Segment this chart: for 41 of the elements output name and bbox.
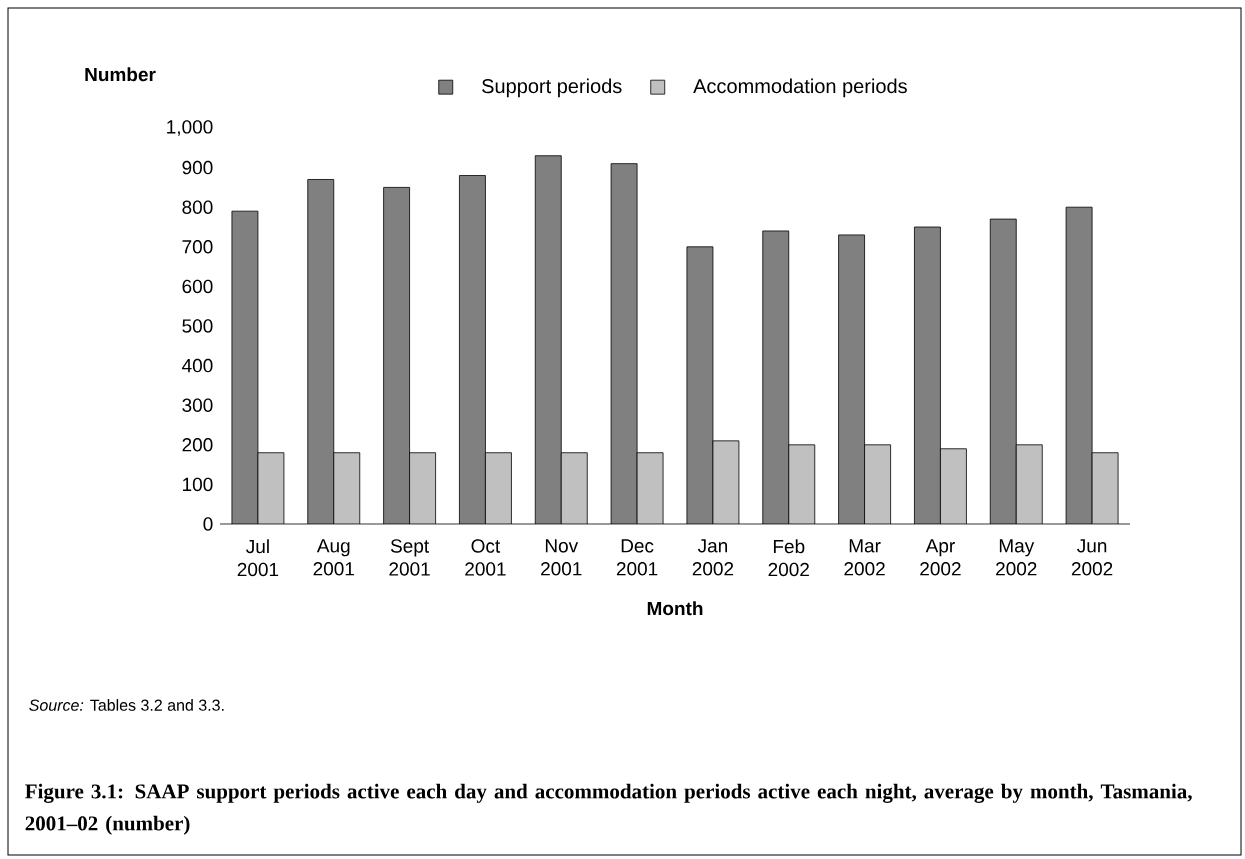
x-tick-label: Aug 2001 <box>313 539 354 576</box>
x-tick-label: Feb 2002 <box>768 539 809 577</box>
bar <box>940 448 967 524</box>
x-tick-label: May 2002 <box>996 539 1037 576</box>
y-tick-label: 100 <box>183 477 213 492</box>
bar <box>333 452 360 524</box>
bar <box>712 440 739 524</box>
x-tick-label: Sept 2001 <box>389 539 430 576</box>
bar <box>788 444 815 524</box>
x-axis-title: Month <box>647 601 703 616</box>
y-tick-label: 600 <box>182 279 213 294</box>
bar <box>257 452 284 524</box>
y-tick-label: 900 <box>182 160 213 175</box>
y-tick-label: 1,000 <box>167 120 213 136</box>
x-tick-label: Dec 2001 <box>616 539 658 576</box>
bar <box>485 452 512 524</box>
bar <box>864 444 891 524</box>
x-tick-label: Nov 2001 <box>541 539 582 576</box>
x-tick-label: Jun 2002 <box>1071 539 1113 576</box>
text: Figure 3.1: SAAP support periods active each day and accommodation periods active each night, average by month, Tasmania, 2001–02 (number) <box>25 783 1192 835</box>
y-tick-label: 200 <box>182 438 213 452</box>
bar <box>561 452 588 524</box>
y-tick-label: 300 <box>182 398 213 412</box>
x-tick-label: Jul 2001 <box>237 539 279 577</box>
x-tick-label: Oct 2001 <box>465 539 506 576</box>
x-tick-label: Apr 2002 <box>920 539 961 576</box>
x-tick-label: Jan 2002 <box>692 539 734 576</box>
bar <box>637 452 664 524</box>
x-tick-label: Mar 2002 <box>844 539 885 576</box>
y-tick-label: 800 <box>182 200 213 214</box>
text: Source: Tables 3.2 and 3.3. <box>29 699 224 711</box>
y-tick-label: 700 <box>182 240 213 254</box>
legend-label: Support periods <box>482 78 622 98</box>
bar <box>1016 444 1043 524</box>
y-tick-label: 500 <box>182 319 213 333</box>
y-tick-label: 0 <box>203 517 213 531</box>
bar <box>1091 452 1119 524</box>
legend-label: Accommodation periods <box>693 78 907 98</box>
y-axis-title: Number <box>85 67 156 82</box>
bar <box>409 452 436 524</box>
y-tick-label: 400 <box>182 358 213 373</box>
